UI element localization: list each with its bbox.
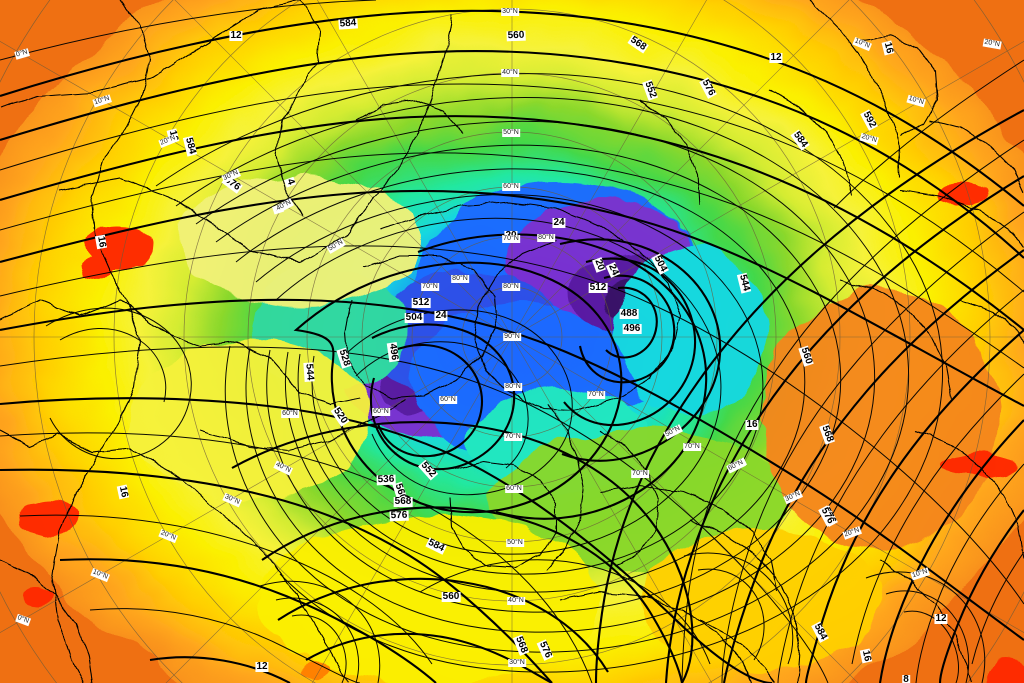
- latitude-label: 70°N: [683, 443, 701, 451]
- latitude-label: 80°N: [451, 275, 469, 283]
- contour-label: 576: [389, 509, 409, 522]
- latitude-label: 50°N: [506, 539, 524, 547]
- contour-label: 24: [434, 310, 448, 321]
- latitude-label: 80°N: [504, 383, 522, 391]
- contour-label: 504: [404, 312, 424, 323]
- contour-label: 8: [902, 674, 910, 683]
- latitude-label: 60°N: [281, 410, 299, 418]
- contour-label: 16: [881, 40, 896, 56]
- latitude-label: 50°N: [502, 129, 520, 137]
- latitude-label: 70°N: [631, 470, 649, 478]
- contour-label: 12: [255, 661, 269, 672]
- latitude-label: 70°N: [587, 391, 605, 399]
- latitude-label: 60°N: [439, 396, 457, 404]
- contour-label: 24: [552, 217, 566, 228]
- latitude-label: 80°N: [502, 283, 520, 291]
- latitude-label: 40°N: [507, 597, 525, 605]
- contour-label: 568: [393, 496, 413, 507]
- contour-label: 488: [619, 308, 639, 319]
- contour-label: 16: [745, 419, 759, 430]
- latitude-label: 30°N: [508, 659, 526, 667]
- contour-label: 496: [386, 342, 401, 362]
- latitude-label: 60°N: [502, 183, 520, 191]
- latitude-label: 90°N: [503, 333, 521, 341]
- latitude-label: 80°N: [537, 234, 555, 242]
- contour-label: 560: [441, 591, 461, 602]
- contour-label: 12: [769, 52, 783, 63]
- contour-label: 16: [116, 484, 131, 500]
- latitude-label: 60°N: [372, 408, 390, 416]
- contour-label: 544: [303, 362, 316, 382]
- contour-label: 512: [411, 297, 431, 308]
- contour-label: 12: [229, 30, 243, 41]
- contour-label: 16: [94, 234, 108, 250]
- latitude-label: 70°N: [421, 283, 439, 291]
- contour-label: 512: [588, 282, 608, 293]
- latitude-label: 40°N: [501, 69, 519, 77]
- contour-label: 16: [859, 648, 874, 664]
- latitude-label: 70°N: [502, 235, 520, 243]
- contour-label: 584: [338, 17, 358, 30]
- contour-label: 12: [934, 613, 948, 624]
- contour-label: 560: [506, 29, 526, 42]
- latitude-label: 60°N: [505, 485, 523, 493]
- latitude-label: 70°N: [504, 433, 522, 441]
- contour-label: 496: [622, 323, 642, 334]
- latitude-label: 30°N: [501, 8, 519, 16]
